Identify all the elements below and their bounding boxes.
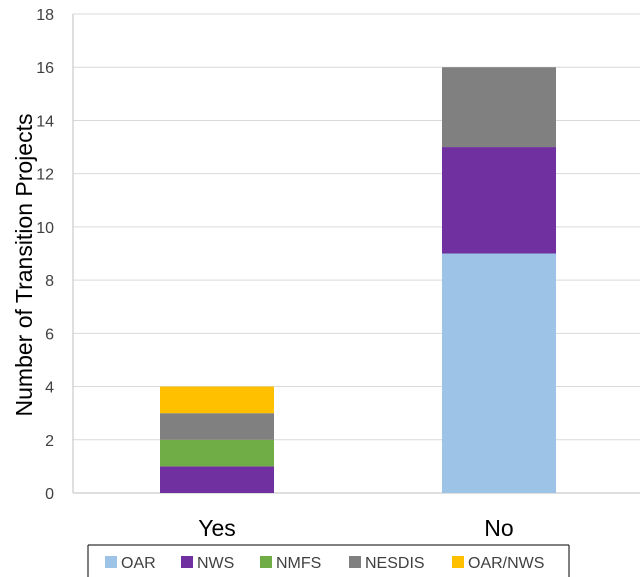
legend-swatch-oar-nws [452, 556, 464, 568]
y-tick-label: 14 [36, 113, 54, 130]
bar-segment-no-nws [442, 147, 556, 254]
legend-label: OAR [121, 555, 156, 572]
y-tick-labels: 0 2 4 6 8 10 12 14 16 18 [36, 7, 54, 503]
legend-swatch-nmfs [260, 556, 272, 568]
y-tick-label: 16 [36, 60, 54, 77]
legend: OAR NWS NMFS NESDIS OAR/NWS [87, 544, 570, 577]
x-tick-labels: Yes No [198, 515, 513, 541]
bar-segment-no-oar [442, 253, 556, 493]
y-tick-label: 0 [45, 486, 54, 503]
bar-segment-yes-nesdis [160, 413, 274, 440]
legend-label: OAR/NWS [468, 555, 544, 572]
legend-label: NWS [197, 555, 234, 572]
legend-swatch-oar [105, 556, 117, 568]
y-axis-label: Number of Transition Projects [11, 114, 37, 417]
bar-segment-yes-oar-nws [160, 386, 274, 414]
y-tick-label: 6 [45, 326, 54, 343]
bars [160, 67, 556, 493]
legend-label: NMFS [276, 555, 321, 572]
x-tick-label: Yes [198, 515, 236, 541]
y-tick-label: 10 [36, 220, 54, 237]
legend-label: NESDIS [365, 555, 425, 572]
bar-segment-no-nesdis [442, 67, 556, 148]
y-tick-label: 18 [36, 7, 54, 24]
bar-segment-yes-nmfs [160, 439, 274, 467]
y-tick-label: 8 [45, 273, 54, 290]
y-tick-label: 2 [45, 433, 54, 450]
legend-swatch-nesdis [349, 556, 361, 568]
legend-swatch-nws [181, 556, 193, 568]
x-tick-label: No [484, 515, 513, 541]
y-tick-label: 4 [45, 380, 54, 397]
bar-segment-yes-nws [160, 466, 274, 493]
y-tick-label: 12 [36, 167, 54, 184]
